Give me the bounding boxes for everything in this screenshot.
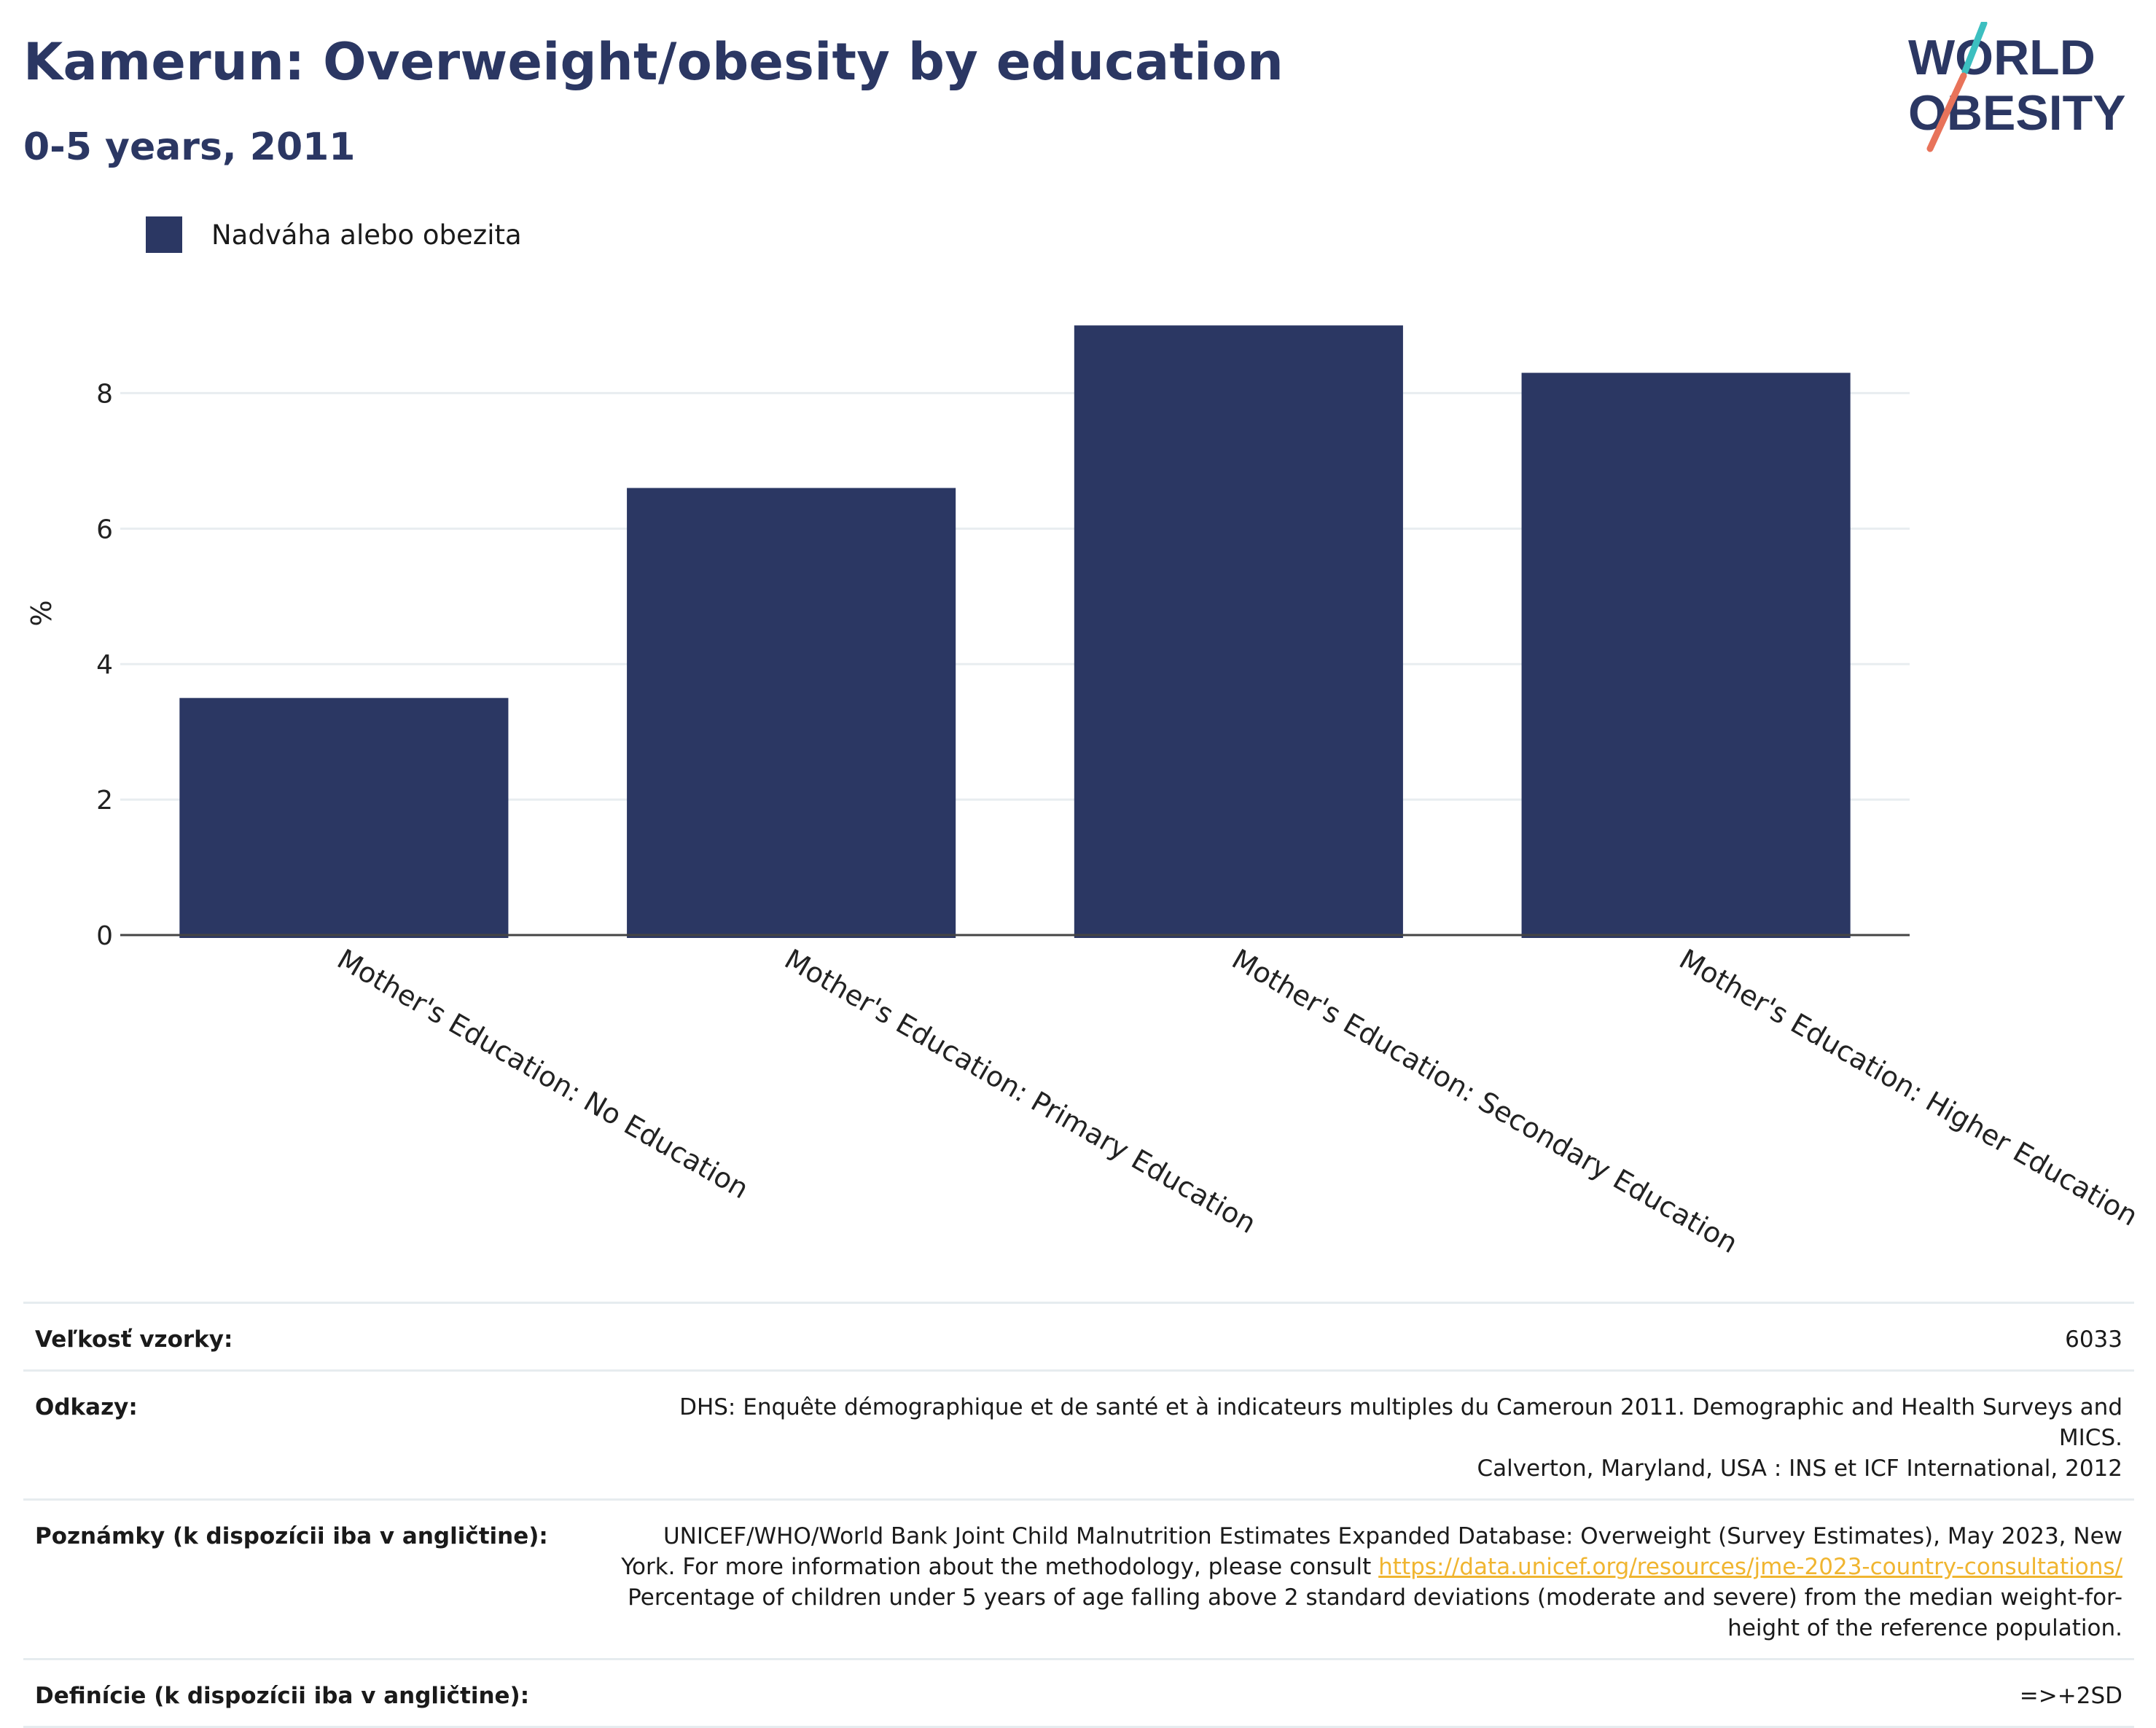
references-label: Odkazy: <box>23 1369 601 1500</box>
info-table: Veľkosť vzorky: 6033 Odkazy: DHS: Enquêt… <box>23 1302 2134 1728</box>
y-tick-label: 8 <box>96 379 113 409</box>
y-tick-label: 0 <box>96 921 113 951</box>
info-row-references: Odkazy: DHS: Enquête démographique et de… <box>23 1369 2134 1500</box>
bar <box>1074 325 1403 938</box>
x-tick-label: Mother's Education: No Education <box>332 943 754 1205</box>
definitions-value: =>+2SD <box>601 1658 2134 1728</box>
chart-subtitle: 0-5 years, 2011 <box>23 125 356 169</box>
y-axis-title: % <box>26 600 58 626</box>
info-row-sample-size: Veľkosť vzorky: 6033 <box>23 1302 2134 1371</box>
y-tick-label: 2 <box>96 786 113 816</box>
logo-slash-coral <box>1926 72 1967 152</box>
notes-line2: York. For more information about the met… <box>621 1554 1372 1580</box>
bar <box>1521 372 1851 938</box>
sample-size-value: 6033 <box>601 1302 2134 1371</box>
notes-line4: height of the reference population. <box>1727 1615 2122 1641</box>
notes-link[interactable]: https://data.unicef.org/resources/jme-20… <box>1378 1554 2122 1580</box>
notes-label: Poznámky (k dispozícii iba v angličtine)… <box>23 1498 601 1659</box>
info-row-definitions: Definície (k dispozícii iba v angličtine… <box>23 1658 2134 1728</box>
logo-slash-teal <box>1961 22 1988 75</box>
notes-line3: Percentage of children under 5 years of … <box>628 1584 2122 1611</box>
x-tick-label: Mother's Education: Secondary Education <box>1227 943 1743 1260</box>
logo-line1: WORLD <box>1908 30 2096 85</box>
definitions-label: Definície (k dispozícii iba v angličtine… <box>23 1658 601 1728</box>
references-value: DHS: Enquête démographique et de santé e… <box>601 1369 2134 1500</box>
references-line2: Calverton, Maryland, USA : INS et ICF In… <box>1477 1455 2122 1482</box>
y-tick-label: 6 <box>96 515 113 544</box>
world-obesity-logo: WORLD OBESITY <box>1908 22 2126 152</box>
notes-value: UNICEF/WHO/World Bank Joint Child Malnut… <box>601 1498 2134 1659</box>
info-row-notes: Poznámky (k dispozícii iba v angličtine)… <box>23 1498 2134 1659</box>
sample-size-label: Veľkosť vzorky: <box>23 1302 601 1371</box>
legend: Nadváha alebo obezita <box>146 216 522 254</box>
y-tick-label: 4 <box>96 650 113 680</box>
legend-label: Nadváha alebo obezita <box>211 219 522 251</box>
references-line1: DHS: Enquête démographique et de santé e… <box>679 1394 2122 1451</box>
chart-title: Kamerun: Overweight/obesity by education <box>23 32 1284 92</box>
x-tick-label: Mother's Education: Higher Education <box>1674 943 2144 1232</box>
x-tick-label: Mother's Education: Primary Education <box>779 943 1262 1240</box>
bar <box>179 697 509 938</box>
bar <box>627 488 956 938</box>
legend-swatch <box>146 216 182 253</box>
notes-line1: UNICEF/WHO/World Bank Joint Child Malnut… <box>663 1523 2122 1549</box>
